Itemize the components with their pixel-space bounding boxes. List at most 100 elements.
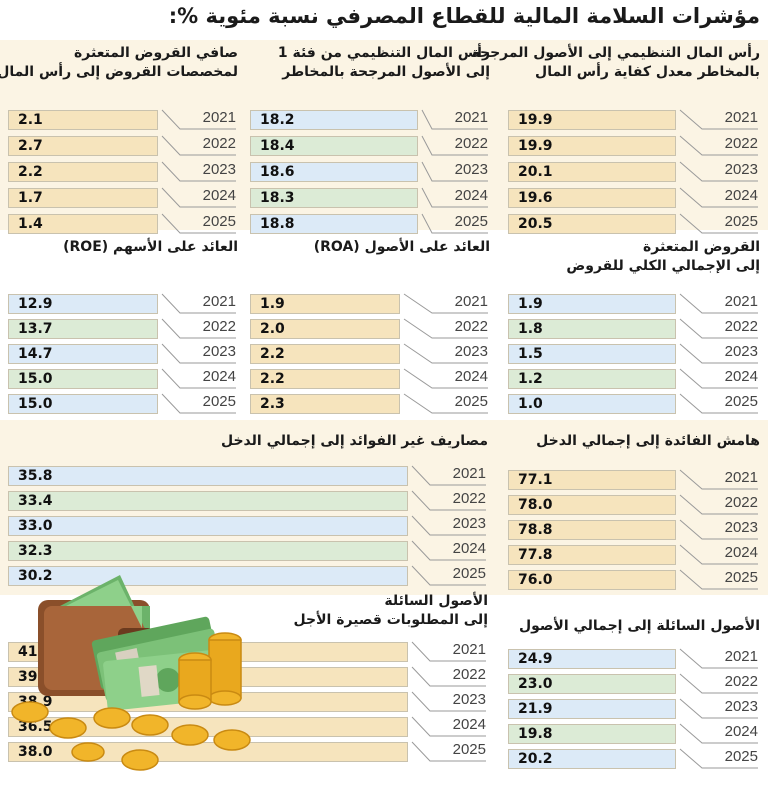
data-row: 20.5 2025 <box>508 213 760 234</box>
year-label: 2024 <box>724 187 758 204</box>
panel-title-line: لمخصصات القروض إلى رأس المال <box>0 64 238 80</box>
data-row: 20.2 2025 <box>508 748 760 769</box>
value-bar <box>8 136 158 156</box>
year-label: 2022 <box>724 318 758 335</box>
year-label: 2021 <box>454 293 488 310</box>
panel-title-line: العائد على الأصول (ROA) <box>313 239 490 255</box>
data-row: 19.9 2022 <box>508 135 760 156</box>
panel-title-line: القروض المتعثرة <box>643 239 760 255</box>
indicator-panel: الأصول السائلة إلى المطلوبات قصيرة الأجل 4… <box>8 592 488 767</box>
value-label: 78.0 <box>518 497 553 513</box>
value-bar <box>8 667 408 687</box>
panel-title-line: صافي القروض المتعثرة <box>74 45 238 61</box>
data-row: 76.0 2025 <box>508 569 760 590</box>
year-label: 2025 <box>724 569 758 586</box>
data-row: 19.8 2024 <box>508 723 760 744</box>
value-label: 20.2 <box>518 751 553 767</box>
year-label: 2025 <box>454 393 488 410</box>
value-label: 35.8 <box>18 468 53 484</box>
year-label: 2021 <box>452 641 486 658</box>
year-label: 2024 <box>202 187 236 204</box>
year-label: 2021 <box>202 109 236 126</box>
value-label: 23.0 <box>518 676 553 692</box>
value-label: 1.5 <box>518 346 543 362</box>
value-bar <box>8 692 408 712</box>
data-row: 1.5 2023 <box>508 343 760 364</box>
value-bar <box>508 545 676 565</box>
indicator-panel: رأس المال التنظيمي إلى الأصول المرجحة بال… <box>472 44 760 240</box>
value-label: 15.0 <box>18 396 53 412</box>
value-bar <box>250 188 418 208</box>
data-row: 33.4 2022 <box>8 490 488 511</box>
value-label: 19.8 <box>518 726 553 742</box>
panel-title-line: هامش الفائدة إلى إجمالي الدخل <box>536 433 760 449</box>
data-row: 12.9 2021 <box>8 293 238 314</box>
year-label: 2021 <box>454 109 488 126</box>
year-label: 2022 <box>454 135 488 152</box>
value-bar <box>508 520 676 540</box>
data-row: 1.7 2024 <box>8 187 238 208</box>
value-label: 2.2 <box>260 371 285 387</box>
value-label: 12.9 <box>18 296 53 312</box>
year-label: 2021 <box>724 109 758 126</box>
year-label: 2021 <box>724 648 758 665</box>
data-row: 1.9 2021 <box>508 293 760 314</box>
year-label: 2023 <box>724 698 758 715</box>
value-label: 36.5 <box>18 719 53 735</box>
data-row: 18.2 2021 <box>250 109 490 130</box>
data-row: 13.7 2022 <box>8 318 238 339</box>
value-label: 19.9 <box>518 138 553 154</box>
value-label: 2.2 <box>18 164 43 180</box>
value-bar <box>508 674 676 694</box>
panel-title: صافي القروض المتعثرة لمخصصات القروض إلى ر… <box>0 44 238 82</box>
panel-title: العائد على الأصول (ROA) <box>250 238 490 257</box>
value-label: 19.9 <box>518 112 553 128</box>
indicator-panel: مصاريف غير الفوائد إلى إجمالي الدخل 35.8 2… <box>8 432 488 591</box>
year-label: 2021 <box>202 293 236 310</box>
data-row: 1.4 2025 <box>8 213 238 234</box>
panel-title: رأس المال التنظيمي من فئة 1 إلى الأصول ال… <box>250 44 490 82</box>
value-label: 15.0 <box>18 371 53 387</box>
value-label: 39.7 <box>18 669 53 685</box>
value-label: 18.4 <box>260 138 295 154</box>
year-label: 2023 <box>454 161 488 178</box>
data-row: 24.9 2021 <box>508 648 760 669</box>
value-bar <box>8 319 158 339</box>
value-bar <box>8 162 158 182</box>
value-label: 38.0 <box>18 744 53 760</box>
year-label: 2022 <box>724 135 758 152</box>
value-bar <box>508 162 676 182</box>
data-row: 36.5 2024 <box>8 716 488 737</box>
value-bar <box>508 214 676 234</box>
value-label: 2.1 <box>18 112 43 128</box>
value-bar <box>8 369 158 389</box>
year-label: 2022 <box>202 135 236 152</box>
value-label: 1.9 <box>260 296 285 312</box>
value-bar <box>508 319 676 339</box>
value-label: 78.8 <box>518 522 553 538</box>
value-bar <box>508 749 676 769</box>
indicator-panel: رأس المال التنظيمي من فئة 1 إلى الأصول ال… <box>250 44 490 240</box>
data-row: 78.8 2023 <box>508 519 760 540</box>
data-row: 2.0 2022 <box>250 318 490 339</box>
value-label: 18.6 <box>260 164 295 180</box>
page-title: مؤشرات السلامة المالية للقطاع المصرفي نس… <box>168 4 760 28</box>
data-row: 1.2 2024 <box>508 368 760 389</box>
value-label: 76.0 <box>518 572 553 588</box>
panel-title-line: الأصول السائلة إلى إجمالي الأصول <box>518 618 760 634</box>
year-label: 2021 <box>724 293 758 310</box>
panel-title-line: إلى الإجمالي الكلي للقروض <box>566 258 760 274</box>
value-label: 1.4 <box>18 216 43 232</box>
data-row: 30.2 2025 <box>8 565 488 586</box>
value-bar <box>8 214 158 234</box>
year-label: 2025 <box>724 393 758 410</box>
data-row: 33.0 2023 <box>8 515 488 536</box>
year-label: 2023 <box>724 161 758 178</box>
value-bar <box>508 369 676 389</box>
year-label: 2024 <box>724 368 758 385</box>
value-bar <box>8 541 408 561</box>
year-label: 2024 <box>452 716 486 733</box>
value-bar <box>508 570 676 590</box>
data-row: 19.6 2024 <box>508 187 760 208</box>
value-label: 13.7 <box>18 321 53 337</box>
